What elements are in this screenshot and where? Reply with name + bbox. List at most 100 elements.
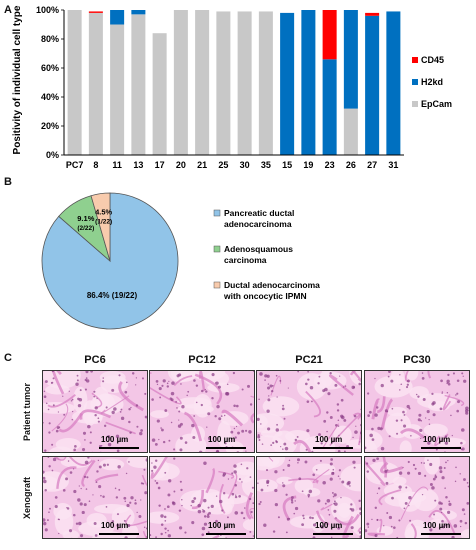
nucleus-dot: [155, 481, 159, 485]
nucleus-dot: [111, 410, 115, 415]
nucleus-dot: [350, 508, 355, 512]
bar-cd45: [322, 10, 337, 60]
nucleus-dot: [426, 410, 430, 414]
nucleus-dot: [43, 390, 46, 393]
nucleus-dot: [105, 506, 108, 508]
bar-h2kd: [110, 10, 125, 25]
nucleus-dot: [160, 514, 164, 518]
stain-stroke: [400, 486, 429, 520]
nucleus-dot: [343, 418, 347, 422]
nucleus-dot: [267, 386, 271, 390]
nucleus-dot: [266, 409, 270, 413]
nucleus-dot: [421, 377, 425, 380]
nucleus-dot: [380, 446, 385, 451]
stain-blob: [405, 371, 419, 381]
nucleus-dot: [312, 536, 316, 538]
nucleus-dot: [171, 381, 175, 385]
stain-stroke: [434, 433, 449, 446]
nucleus-dot: [246, 467, 249, 470]
nucleus-dot: [452, 372, 455, 375]
stain-blob: [53, 502, 73, 520]
nucleus-dot: [461, 508, 465, 512]
nucleus-dot: [166, 505, 170, 509]
stain-stroke: [328, 374, 354, 396]
nucleus-dot: [324, 502, 327, 505]
nucleus-dot: [154, 442, 158, 446]
nucleus-dot: [234, 436, 237, 439]
stain-blob: [150, 457, 167, 467]
nucleus-dot: [275, 374, 278, 377]
nucleus-dot: [51, 469, 54, 472]
nucleus-dot: [406, 383, 409, 386]
nucleus-dot: [407, 460, 410, 464]
nucleus-dot: [205, 390, 208, 393]
nucleus-dot: [447, 510, 451, 514]
nucleus-dot: [116, 513, 120, 516]
bar-epcam: [67, 10, 82, 155]
nucleus-dot: [168, 380, 170, 382]
nucleus-dot: [396, 536, 399, 538]
scale-bar-label: 100 µm: [315, 435, 343, 444]
nucleus-dot: [439, 507, 443, 511]
nucleus-dot: [135, 404, 139, 407]
nucleus-dot: [191, 521, 195, 525]
stain-stroke: [218, 470, 235, 479]
bar-h2kd: [365, 15, 380, 155]
nucleus-dot: [89, 431, 92, 434]
stain-blob: [126, 457, 147, 468]
nucleus-dot: [216, 449, 219, 452]
nucleus-dot: [422, 397, 426, 401]
nucleus-dot: [131, 451, 133, 452]
nucleus-dot: [178, 373, 182, 377]
nucleus-dot: [340, 496, 342, 499]
stain-stroke: [352, 412, 361, 446]
nucleus-dot: [107, 435, 111, 439]
nucleus-dot: [395, 419, 399, 422]
nucleus-dot: [396, 432, 399, 435]
stain-stroke: [399, 428, 425, 439]
nucleus-dot: [135, 377, 138, 379]
nucleus-dot: [432, 401, 436, 405]
nucleus-dot: [346, 482, 350, 486]
nucleus-dot: [463, 537, 465, 538]
nucleus-dot: [82, 431, 87, 435]
legend-label: CD45: [421, 55, 444, 65]
nucleus-dot: [135, 384, 137, 386]
legend-swatch: [213, 245, 221, 253]
x-tick-label: 15: [282, 160, 292, 170]
he-stain-texture: [257, 371, 361, 452]
stain-stroke: [211, 534, 220, 538]
nucleus-dot: [400, 419, 403, 422]
nucleus-dot: [126, 381, 128, 384]
stain-stroke: [141, 474, 147, 486]
stain-stroke: [367, 532, 385, 537]
nucleus-dot: [263, 523, 267, 527]
nucleus-dot: [123, 519, 126, 522]
stain-blob: [99, 458, 125, 471]
scale-bar: 100 µm: [313, 435, 353, 449]
pie-slice: [90, 192, 111, 262]
x-tick-label: 13: [133, 160, 143, 170]
nucleus-dot: [322, 480, 326, 485]
nucleus-dot: [201, 533, 205, 536]
nucleus-dot: [75, 382, 79, 386]
nucleus-dot: [333, 509, 337, 513]
nucleus-dot: [244, 429, 248, 432]
nucleus-dot: [286, 517, 290, 521]
scale-bar-label: 100 µm: [315, 521, 343, 530]
nucleus-dot: [77, 498, 81, 502]
legend-label: Ductal adenocarcinoma: [224, 280, 320, 290]
nucleus-dot: [235, 494, 237, 496]
nucleus-dot: [420, 419, 423, 422]
nucleus-dot: [340, 414, 344, 418]
stain-stroke: [79, 409, 112, 420]
stain-stroke: [371, 398, 380, 420]
stain-stroke: [365, 460, 386, 486]
nucleus-dot: [326, 498, 331, 503]
scale-bar-label: 100 µm: [208, 435, 236, 444]
nucleus-dot: [388, 435, 391, 438]
stain-stroke: [52, 371, 65, 395]
nucleus-dot: [359, 507, 361, 511]
nucleus-dot: [62, 395, 64, 397]
nucleus-dot: [202, 508, 204, 511]
